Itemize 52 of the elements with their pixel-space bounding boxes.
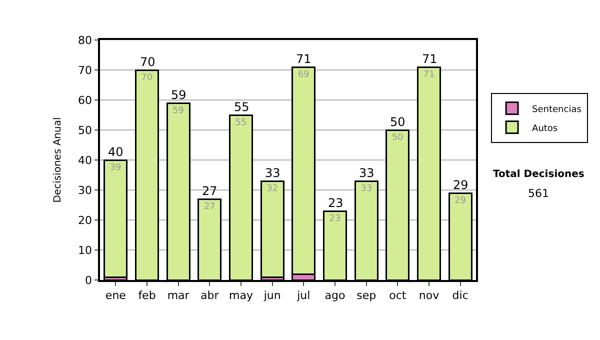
y-tick-label: 60 xyxy=(78,94,92,107)
y-tick-label: 10 xyxy=(78,244,92,257)
bar xyxy=(104,159,128,278)
x-tick-label: may xyxy=(229,288,254,302)
y-tick-label: 20 xyxy=(78,214,92,227)
y-tick-label: 0 xyxy=(85,274,92,287)
x-tick-label: nov xyxy=(418,288,440,302)
data-label: 29 xyxy=(454,196,466,206)
total-label: 55 xyxy=(234,100,250,114)
data-label: 27 xyxy=(204,202,216,212)
total-label: 71 xyxy=(422,52,438,66)
total-label: 23 xyxy=(328,196,344,210)
y-tick-label: 30 xyxy=(78,184,92,197)
x-tick-label: jun xyxy=(262,288,281,302)
x-tick-label: mar xyxy=(167,288,190,302)
total-label: 71 xyxy=(296,52,312,66)
text: 561 xyxy=(528,187,549,200)
text: Total Decisiones xyxy=(493,169,584,180)
data-label: 33 xyxy=(360,184,372,194)
bar xyxy=(260,180,284,278)
total-label: 29 xyxy=(453,178,468,192)
data-label: 39 xyxy=(110,163,122,173)
data-label: 71 xyxy=(423,70,435,80)
data-label: 32 xyxy=(266,184,278,194)
data-label: 59 xyxy=(172,106,184,116)
x-tick-label: sep xyxy=(356,288,376,302)
x-tick-label: jul xyxy=(296,288,310,302)
x-tick-label: dic xyxy=(452,288,468,302)
total-label: 33 xyxy=(265,166,280,180)
x-tick-label: ago xyxy=(324,288,346,302)
data-label: 55 xyxy=(235,118,247,128)
total-label: 70 xyxy=(140,55,156,69)
data-label: 50 xyxy=(392,133,404,143)
y-tick-label: 40 xyxy=(78,154,92,167)
data-label: 70 xyxy=(141,73,153,83)
total-label: 27 xyxy=(202,184,218,198)
x-tick-label: oct xyxy=(389,288,407,302)
x-tick-label: feb xyxy=(138,288,156,302)
y-tick-label: 70 xyxy=(78,64,92,77)
y-tick-label: 80 xyxy=(78,34,92,47)
y-axis-title: Decisiones Anual xyxy=(52,117,64,203)
legend-label: Autos xyxy=(532,124,558,134)
data-label: 69 xyxy=(298,70,310,80)
legend-label: Sentencias xyxy=(532,104,582,115)
total-label: 50 xyxy=(390,115,406,129)
total-label: 33 xyxy=(359,166,374,180)
data-label: 23 xyxy=(329,214,341,224)
total-label: 40 xyxy=(108,145,124,159)
total-label: 59 xyxy=(171,88,186,102)
y-tick-label: 50 xyxy=(78,124,92,137)
x-tick-label: abr xyxy=(200,288,220,302)
x-tick-label: ene xyxy=(105,288,126,302)
